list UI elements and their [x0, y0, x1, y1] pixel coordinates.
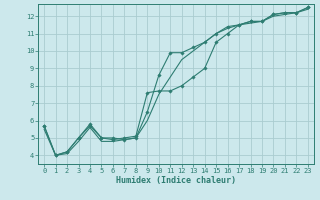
X-axis label: Humidex (Indice chaleur): Humidex (Indice chaleur): [116, 176, 236, 185]
